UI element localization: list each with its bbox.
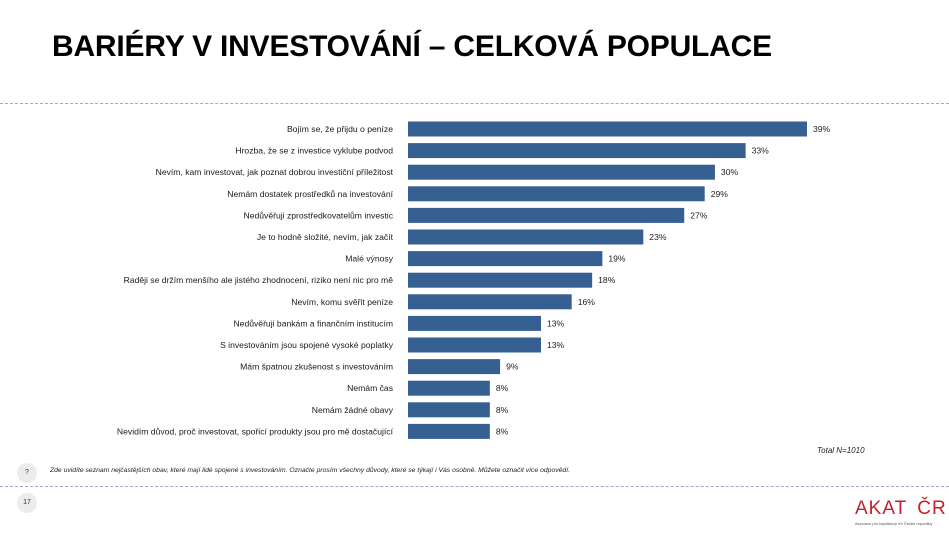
logo-left: AKAT — [855, 498, 908, 519]
category-label: Nedůvěřuji bankám a finančním institucím — [233, 318, 393, 328]
category-label: Nemám dostatek prostředků na investování — [227, 189, 393, 199]
value-label: 33% — [752, 146, 770, 156]
page-number: 17 — [17, 493, 37, 513]
bar — [408, 207, 685, 223]
category-label: Je to hodně složité, nevím, jak začít — [257, 232, 394, 242]
question-icon: ? — [17, 463, 37, 483]
category-label: Hrozba, že se z investice vyklube podvod — [235, 146, 393, 156]
category-label: Nevím, kam investovat, jak poznat dobrou… — [156, 167, 394, 177]
top-divider — [0, 103, 949, 104]
bar — [408, 121, 807, 137]
category-label: Raději se držím menšího ale jistého zhod… — [124, 275, 394, 285]
bar — [408, 186, 705, 202]
category-label: S investováním jsou spojené vysoké popla… — [220, 340, 394, 350]
akat-logo: AKAT ČR Asociace pro kapitálový trh Česk… — [855, 498, 946, 526]
value-label: 19% — [608, 254, 626, 264]
value-label: 9% — [506, 362, 519, 372]
logo-right: ČR — [917, 498, 947, 519]
category-label: Nevidím důvod, proč investovat, spořicí … — [117, 426, 394, 436]
category-label: Nemám čas — [347, 383, 393, 393]
bar — [408, 315, 541, 331]
bar — [408, 272, 593, 288]
value-label: 30% — [721, 167, 739, 177]
category-label: Mám špatnou zkušenost s investováním — [240, 362, 393, 372]
value-label: 16% — [578, 297, 596, 307]
bar — [408, 143, 746, 159]
value-label: 39% — [813, 124, 831, 134]
total-sample-note: Total N=1010 — [817, 446, 865, 455]
category-label: Nevím, komu svěřit peníze — [291, 297, 393, 307]
category-label: Malé výnosy — [345, 254, 393, 264]
value-label: 29% — [711, 189, 729, 199]
category-label: Nemám žádné obavy — [312, 405, 394, 415]
bottom-divider — [0, 486, 949, 487]
bar — [408, 294, 572, 310]
bar — [408, 359, 501, 375]
bar — [408, 229, 644, 245]
value-label: 13% — [547, 340, 565, 350]
bar — [408, 380, 490, 396]
value-label: 8% — [496, 426, 509, 436]
value-label: 8% — [496, 383, 509, 393]
bar — [408, 337, 541, 353]
category-label: Nedůvěřuji zprostředkovatelům investic — [243, 210, 393, 220]
category-label: Bojím se, že přijdu o peníze — [287, 124, 393, 134]
value-label: 8% — [496, 405, 509, 415]
bar — [408, 423, 490, 439]
value-label: 18% — [598, 275, 616, 285]
bar-chart: Bojím se, že přijdu o peníze 39% Hrozba, ž… — [117, 121, 831, 439]
value-label: 27% — [690, 210, 708, 220]
bar — [408, 164, 715, 180]
logo-wordmark: AKAT ČR — [855, 498, 946, 520]
value-label: 13% — [547, 318, 565, 328]
value-label: 23% — [649, 232, 667, 242]
slide-title: BARIÉRY V INVESTOVÁNÍ – CELKOVÁ POPULACE — [52, 30, 772, 63]
logo-tagline: Asociace pro kapitálový trh České republ… — [855, 521, 933, 526]
bar — [408, 402, 490, 418]
question-text: Zde uvidíte seznam nejčastějších obav, k… — [50, 467, 570, 474]
bar — [408, 251, 603, 267]
